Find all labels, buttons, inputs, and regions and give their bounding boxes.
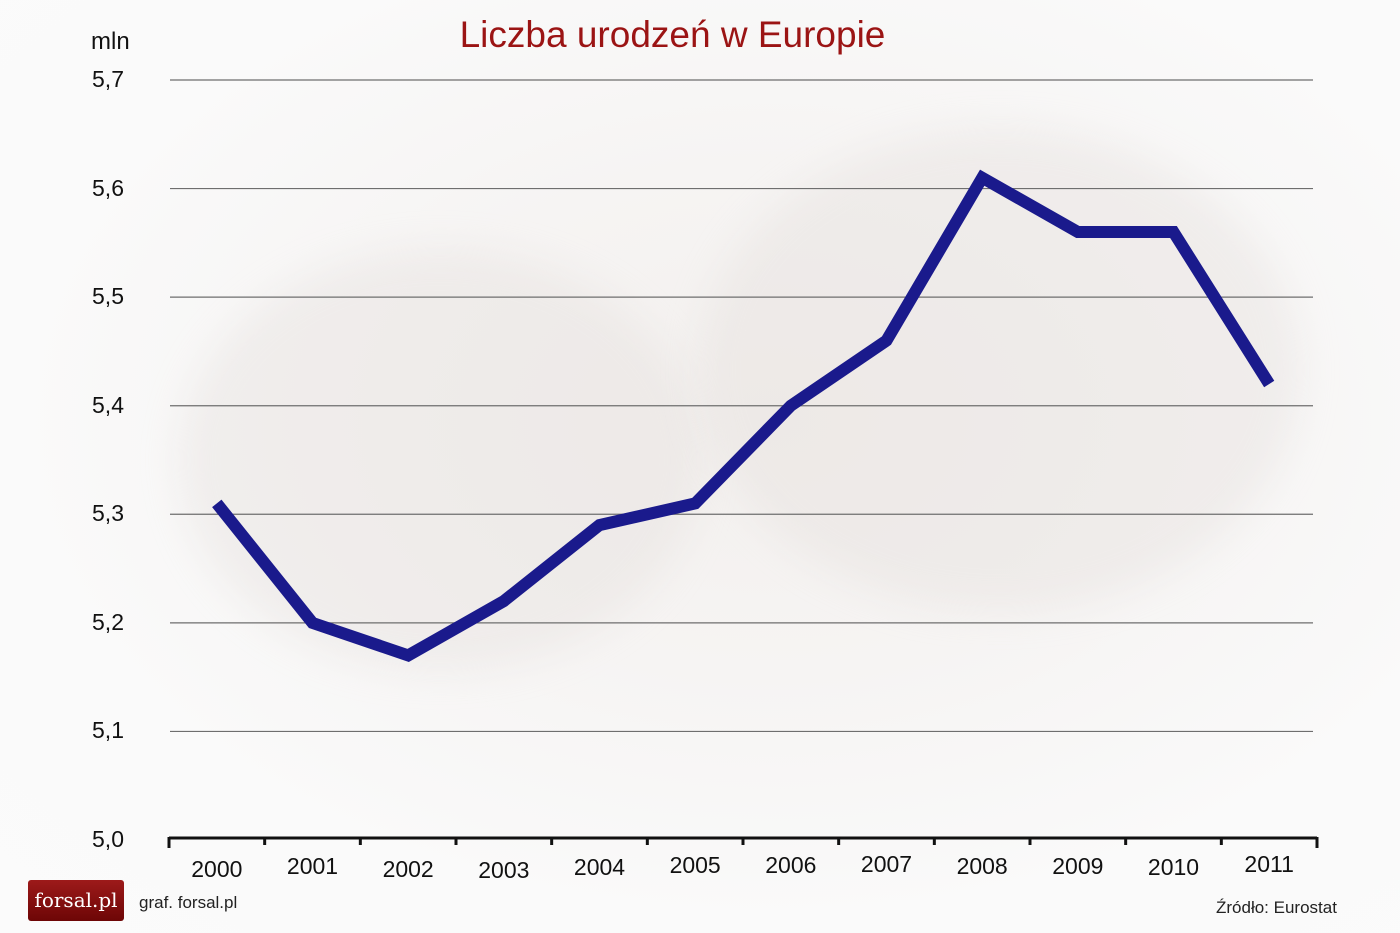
y-tick-label: 5,5 xyxy=(92,283,124,310)
y-tick-label: 5,1 xyxy=(92,717,124,744)
x-tick-label: 2000 xyxy=(191,856,243,882)
x-axis xyxy=(167,836,1319,848)
x-tick-label: 2011 xyxy=(1244,851,1294,877)
graphic-credit: graf. forsal.pl xyxy=(139,893,238,912)
y-tick-label: 5,2 xyxy=(92,608,124,635)
x-tick-label: 2005 xyxy=(669,852,721,878)
y-tick-label: 5,4 xyxy=(92,391,124,418)
y-tick-label: 5,6 xyxy=(92,174,124,201)
x-tick-label: 2008 xyxy=(956,853,1008,879)
x-tick-label: 2003 xyxy=(478,857,530,883)
y-tick-label: 5,0 xyxy=(92,826,124,852)
data-source: Źródło: Eurostat xyxy=(1216,898,1337,917)
x-tick-label: 2010 xyxy=(1147,854,1200,880)
x-tick-label: 2006 xyxy=(765,852,817,878)
x-tick-label: 2001 xyxy=(286,853,339,879)
x-tick-label: 2009 xyxy=(1052,853,1104,879)
x-tick-label: 2004 xyxy=(573,854,626,880)
x-tick-label: 2002 xyxy=(382,856,434,882)
series-line xyxy=(212,169,1275,662)
forsal-logo[interactable]: forsal.pl xyxy=(28,880,124,921)
background-photo-blur xyxy=(700,130,1300,610)
chart-title: Liczba urodzeń w Europie xyxy=(459,14,886,55)
x-tick-label: 2007 xyxy=(860,851,913,877)
y-tick-label: 5,3 xyxy=(92,500,124,527)
y-axis-unit: mln xyxy=(91,28,130,55)
gridlines xyxy=(170,79,1313,733)
y-tick-label: 5,7 xyxy=(92,66,124,92)
background-photo-blur xyxy=(180,250,700,670)
